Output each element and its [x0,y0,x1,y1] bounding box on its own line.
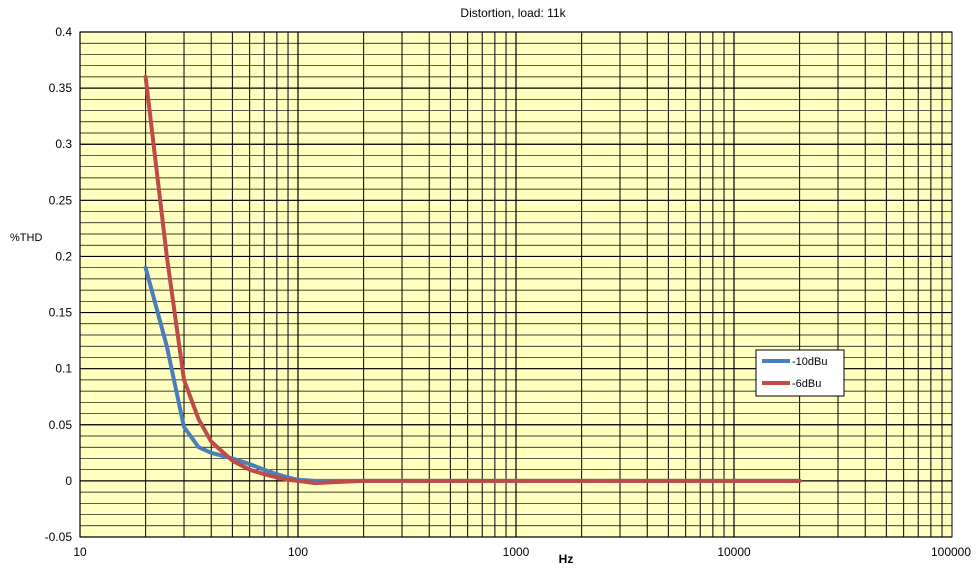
chart-title: Distortion, load: 11k [460,6,566,20]
y-tick-label: 0.3 [55,137,72,151]
series-lines [143,74,802,486]
series-line-6dbu [143,74,802,486]
y-tick-label: 0.25 [49,193,73,207]
legend-box [755,349,845,397]
y-tick-label: 0.15 [49,306,73,320]
x-tick-label: 10 [73,545,87,559]
x-tick-label: 1000 [503,545,530,559]
y-tick-label: 0 [65,474,72,488]
y-axis-title: %THD [10,232,42,244]
legend: -10dBu -6dBu [755,349,845,397]
x-tick-label: 100 [288,545,308,559]
y-tick-label: 0.4 [55,25,72,39]
y-tick-label: -0.05 [45,530,73,544]
x-tick-label: 100000 [931,545,971,559]
x-tick-label: 10000 [717,545,751,559]
y-tick-labels: -0.05 0 0.05 0.1 0.15 0.2 0.25 0.3 0.35 0.4 [45,25,73,544]
plot-border [79,31,953,538]
legend-label-10dbu: -10dBu [792,356,827,368]
legend-label-6dbu: -6dBu [792,378,821,390]
y-tick-label: 0.1 [55,362,72,376]
y-tick-label: 0.05 [49,418,73,432]
y-tick-label: 0.35 [49,81,73,95]
y-tick-label: 0.2 [55,249,72,263]
x-axis-title: Hz [559,552,574,566]
x-tick-labels: 10 100 1000 10000 100000 [73,545,971,559]
